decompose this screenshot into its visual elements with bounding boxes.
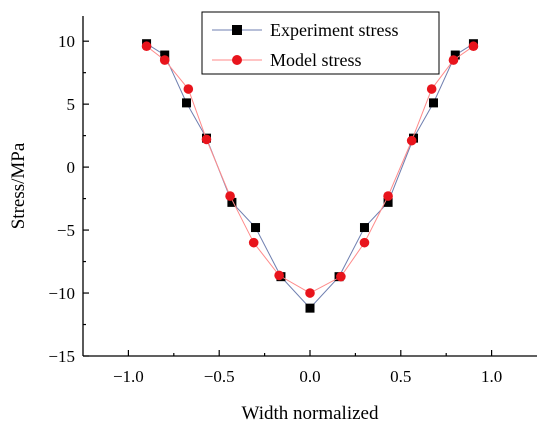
data-point-circle (141, 41, 152, 52)
y-tick-label: −5 (57, 221, 75, 240)
x-tick-label: 0.0 (299, 367, 320, 386)
data-point-square (450, 50, 460, 60)
x-tick-label: 1.0 (481, 367, 502, 386)
series-model (141, 41, 479, 298)
y-tick-label: 5 (67, 95, 76, 114)
y-axis-title: Stress/MPa (8, 142, 29, 229)
data-point-square (251, 223, 261, 233)
data-point-circle (468, 41, 479, 52)
y-tick-label: −10 (48, 284, 75, 303)
data-point-circle (426, 84, 437, 94)
series-experiment (142, 39, 478, 313)
data-point-circle (274, 270, 284, 281)
axes: −1.0 −0.5 0.0 0.5 1.0 10 5 0 −5 −10 −15 (48, 16, 537, 386)
data-point-square (305, 303, 315, 313)
data-point-circle (448, 55, 459, 65)
x-tick-label: 0.5 (390, 367, 411, 386)
data-point-circle (159, 55, 170, 65)
data-point-square (160, 50, 170, 60)
legend-entry-experiment: Experiment stress (212, 20, 398, 40)
legend-box (201, 11, 440, 75)
data-point-circle (305, 288, 315, 298)
data-point-circle (225, 191, 235, 201)
x-tick-label: −0.5 (204, 367, 235, 386)
data-point-circle (336, 271, 346, 282)
data-point-circle (359, 237, 370, 248)
data-point-circle (201, 134, 212, 145)
data-point-circle (248, 237, 259, 248)
legend-label-experiment: Experiment stress (270, 20, 398, 40)
y-tick-label: 10 (58, 32, 75, 51)
y-tick-label: −15 (48, 347, 75, 366)
data-point-circle (383, 191, 393, 201)
data-point-circle (183, 84, 194, 94)
x-tick-label: −1.0 (113, 367, 144, 386)
x-axis-title: Width normalized (242, 403, 379, 424)
series-line (146, 45, 474, 294)
legend-marker-circle (232, 55, 242, 65)
data-point-square (383, 197, 393, 207)
data-point-square (227, 197, 237, 207)
data-point-square (428, 98, 438, 108)
data-point-circle (406, 135, 417, 146)
series-line (146, 43, 474, 309)
legend-label-model: Model stress (270, 50, 362, 70)
data-point-square (182, 98, 192, 108)
data-point-square (359, 223, 369, 233)
series-layer (141, 39, 479, 313)
legend-marker-square (232, 25, 242, 35)
y-tick-label: 0 (67, 158, 76, 177)
legend: Experiment stress Model stress (201, 11, 440, 75)
legend-entry-model: Model stress (212, 50, 362, 70)
